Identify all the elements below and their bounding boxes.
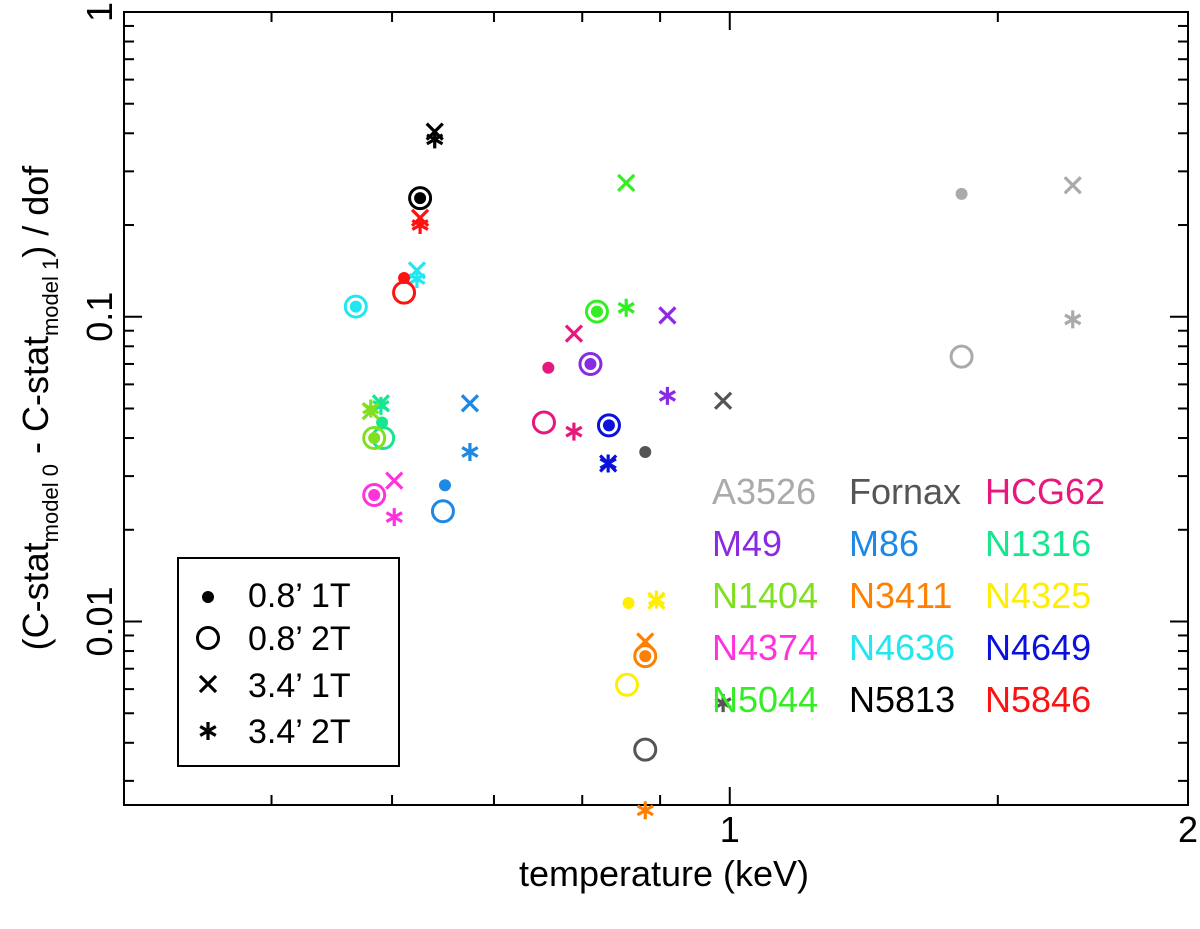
point-N4649-circle [596, 413, 621, 438]
y-axis-title-mid: - C-stat [15, 336, 56, 464]
y-axis-title-sub1: model 1 [38, 258, 63, 336]
point-N4374-star [385, 508, 403, 527]
point-N5044-dot [590, 305, 603, 318]
point-N5044-x [617, 173, 636, 192]
group-label-N4636: N4636 [849, 627, 955, 668]
point-M49-dot [584, 357, 597, 370]
point-N1404-dot [368, 432, 381, 445]
group-label-HCG62: HCG62 [985, 471, 1105, 512]
point-M49-circle [578, 351, 603, 376]
legend-label-star: 3.4’ 2T [248, 713, 351, 751]
point-N4649-dot [602, 419, 615, 432]
point-N4325-dot [622, 597, 635, 610]
point-N4374-x [385, 471, 404, 490]
point-Fornax-star [714, 694, 732, 713]
marker-legend: 0.8’ 1T 0.8’ 2T 3.4’ 1T 3.4’ 2T [177, 557, 400, 767]
point-M86-dot [438, 479, 451, 492]
group-label-N4374: N4374 [712, 627, 818, 668]
point-M49-star [658, 386, 677, 405]
point-N1404-star [362, 399, 380, 418]
point-Fornax-dot [639, 445, 652, 458]
point-A3526-x [1063, 176, 1082, 195]
point-HCG62-star [565, 422, 583, 441]
group-label-N4649: N4649 [985, 627, 1091, 668]
group-label-N5044: N5044 [712, 679, 818, 720]
point-N4636-dot [349, 300, 362, 313]
group-label-N1316: N1316 [985, 523, 1091, 564]
point-N5846-star [411, 216, 429, 235]
point-N5813-dot [414, 192, 427, 205]
group-label-N3411: N3411 [849, 575, 952, 616]
point-Fornax-x [713, 391, 733, 410]
group-label-M49: M49 [712, 523, 782, 564]
point-N3411-x [636, 632, 655, 651]
axis-tick-labels: 1 2 0.01 0.1 1 [79, 2, 1198, 850]
group-label-N5846: N5846 [985, 679, 1091, 720]
point-HCG62-dot [542, 361, 555, 374]
point-A3526-dot [955, 187, 968, 200]
point-HCG62-circle [531, 410, 556, 435]
point-N5044-star [617, 298, 635, 317]
point-N4636-circle [343, 294, 368, 319]
legend-marker-circle [196, 626, 220, 650]
group-label-A3526: A3526 [712, 471, 816, 512]
axis-ticks [124, 11, 1189, 805]
point-N5044-circle [584, 299, 609, 324]
point-N4649-star [599, 454, 617, 473]
point-N1316-dot [376, 416, 389, 429]
legend-marker-star [199, 722, 217, 740]
x-tick-label: 2 [1178, 809, 1198, 850]
group-label-M86: M86 [849, 523, 919, 564]
point-N1404-circle [362, 426, 387, 451]
y-tick-label: 0.1 [79, 292, 120, 342]
legend-label-circle: 0.8’ 2T [248, 620, 351, 658]
data-points [343, 122, 1082, 820]
point-N3411-circle [633, 644, 658, 669]
legend-marker-dot [202, 591, 214, 603]
group-label-Fornax: Fornax [849, 471, 961, 512]
point-N5813-star [426, 130, 444, 149]
point-N4325-circle [614, 672, 639, 697]
group-label-N5813: N5813 [849, 679, 955, 720]
legend-label-x: 3.4’ 1T [248, 667, 351, 705]
point-M49-x [658, 306, 677, 325]
point-Fornax-circle [633, 737, 658, 762]
point-N3411-dot [639, 650, 652, 663]
x-axis-title: temperature (keV) [519, 853, 809, 894]
legend-label-dot: 0.8’ 1T [248, 577, 351, 615]
point-M86-star [461, 442, 479, 461]
point-M86-x [460, 394, 480, 413]
point-M86-circle [430, 499, 455, 524]
point-A3526-circle [949, 344, 974, 369]
point-N5813-circle [408, 186, 433, 211]
y-axis-title: (C-statmodel 0 - C-statmodel 1) / dof [15, 165, 63, 651]
group-label-N1404: N1404 [712, 575, 818, 616]
group-label-N4325: N4325 [985, 575, 1091, 616]
point-N4374-dot [368, 489, 381, 502]
point-A3526-star [1064, 310, 1082, 329]
y-axis-title-prefix: (C-stat [15, 542, 56, 650]
group-legend: A3526 Fornax HCG62 M49 M86 N1316 N1404 N… [712, 471, 1105, 720]
y-axis-title-sub0: model 0 [38, 464, 63, 542]
point-N3411-star [636, 801, 654, 820]
point-N5846-circle [392, 280, 417, 305]
x-tick-label: 1 [720, 809, 740, 850]
y-tick-label: 0.01 [79, 586, 120, 656]
point-HCG62-x [564, 324, 584, 343]
point-N4636-star [408, 270, 426, 289]
legend-box [177, 557, 400, 767]
legend-marker-x [198, 674, 218, 694]
point-N1316-star [372, 396, 390, 415]
y-axis-title-suffix: ) / dof [15, 165, 56, 258]
point-N4374-circle [362, 483, 387, 508]
y-tick-label: 1 [79, 2, 120, 22]
point-N4325-star [647, 590, 666, 609]
legend-markers [196, 591, 220, 740]
